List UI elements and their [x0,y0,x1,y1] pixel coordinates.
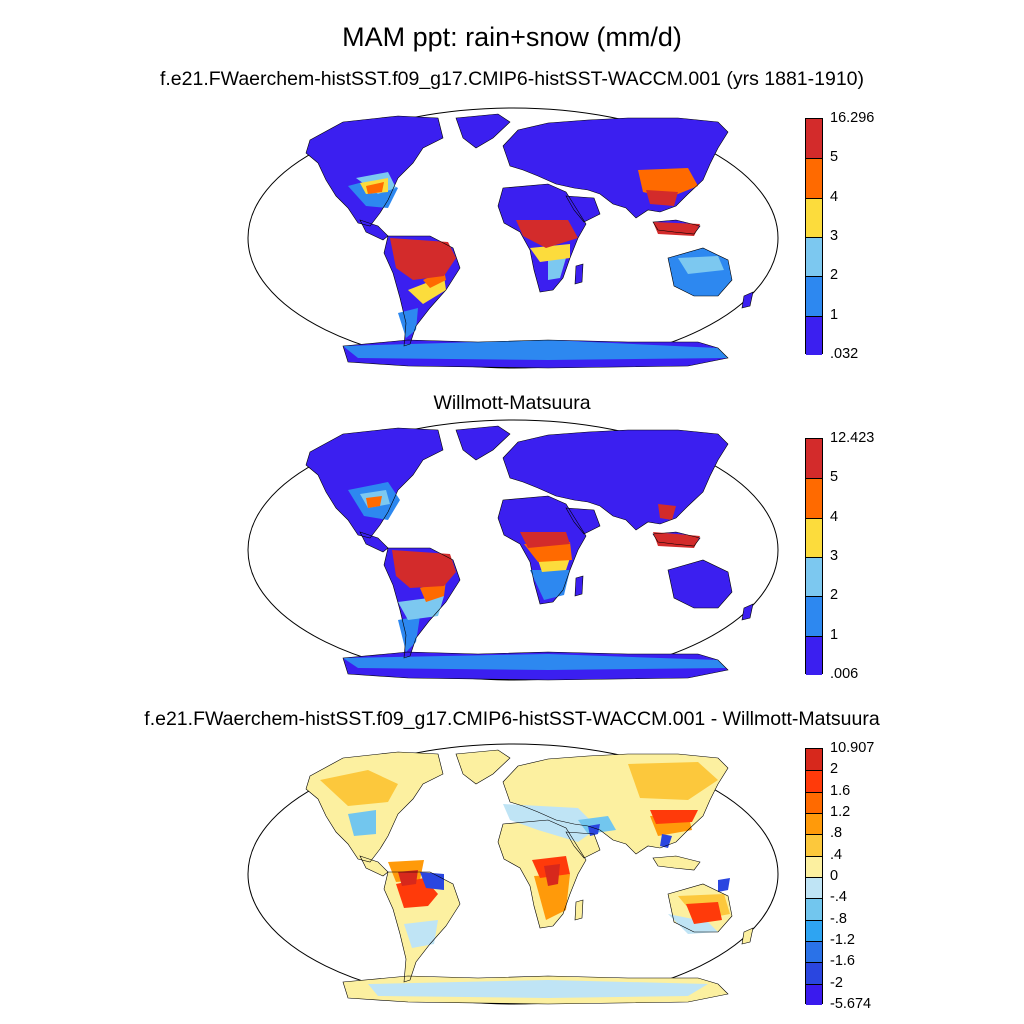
colorbar-segment [806,813,822,835]
colorbar-label: .032 [830,346,859,362]
colorbar-label: 1 [830,626,839,643]
colorbar-segment [806,635,822,676]
colorbar-segment [806,898,822,921]
colorbar-label: 4 [830,508,839,525]
colorbar-segment [806,517,822,558]
colorbar-segment [806,237,822,277]
colorbar-label: 1.2 [830,804,851,820]
colorbar-segment [806,834,822,857]
colorbar-segment [806,877,822,899]
colorbar-label: -1.6 [830,953,855,970]
colorbar-segment [806,119,822,159]
colorbar-label: -5.674 [830,996,872,1012]
panel1-subtitle: f.e21.FWaerchem-histSST.f09_g17.CMIP6-hi… [159,68,865,90]
colorbar-segment [806,983,822,1006]
colorbar-box [805,748,823,1006]
colorbar-label: 2 [830,267,839,284]
colorbar-label: 3 [830,548,839,564]
colorbar-segment [806,315,822,356]
colorbar-label: 1.6 [830,782,851,799]
colorbar-label: .8 [830,825,843,842]
colorbar-label: 2 [830,587,839,604]
colorbar-segment [806,158,822,199]
diff-light-blue [368,804,718,998]
colorbar-label: .4 [830,846,843,863]
colorbar-segment [806,941,822,963]
colorbar-label: 5 [830,469,839,486]
colorbar-box [805,118,823,356]
colorbar-segment [806,919,822,942]
colorbar-segment [806,855,822,878]
colorbar-segment [806,770,822,793]
colorbar-box [805,438,823,676]
panel2-subtitle: Willmott-Matsuura [433,392,591,414]
colorbar-label: 1 [830,306,839,323]
precip-red-band [390,190,700,280]
figure-title: MAM ppt: rain+snow (mm/d) [342,22,682,52]
colorbar-label: 5 [830,149,839,166]
precip-red-band [392,504,700,588]
colorbar-segment [806,197,822,238]
colorbar-label: 4 [830,188,839,205]
colorbar-label: -.4 [830,889,847,906]
colorbar-label: 10.907 [830,740,875,756]
colorbar-label: .006 [830,666,859,682]
panel2-map [247,419,779,681]
colorbar-segment [806,276,822,317]
panel3-subtitle: f.e21.FWaerchem-histSST.f09_g17.CMIP6-hi… [144,708,880,730]
colorbar-label: 2 [830,761,839,778]
colorbar-segment [806,596,822,637]
diff-dark-red [398,864,560,886]
colorbar-segment [806,557,822,597]
colorbar-label: 0 [830,868,839,884]
colorbar-segment [806,478,822,519]
colorbar-segment [806,962,822,985]
colorbar-segment [806,791,822,814]
colorbar-label: 3 [830,228,839,244]
panel1-map [247,107,779,369]
colorbar-segment [806,749,822,771]
colorbar-label: -1.2 [830,932,855,948]
colorbar-label: -.8 [830,910,847,927]
panel3-map [247,743,779,1005]
colorbar-label: -2 [830,974,843,991]
colorbar-label: 12.423 [830,430,875,446]
colorbar-label: 16.296 [830,110,875,126]
colorbar-segment [806,439,822,479]
